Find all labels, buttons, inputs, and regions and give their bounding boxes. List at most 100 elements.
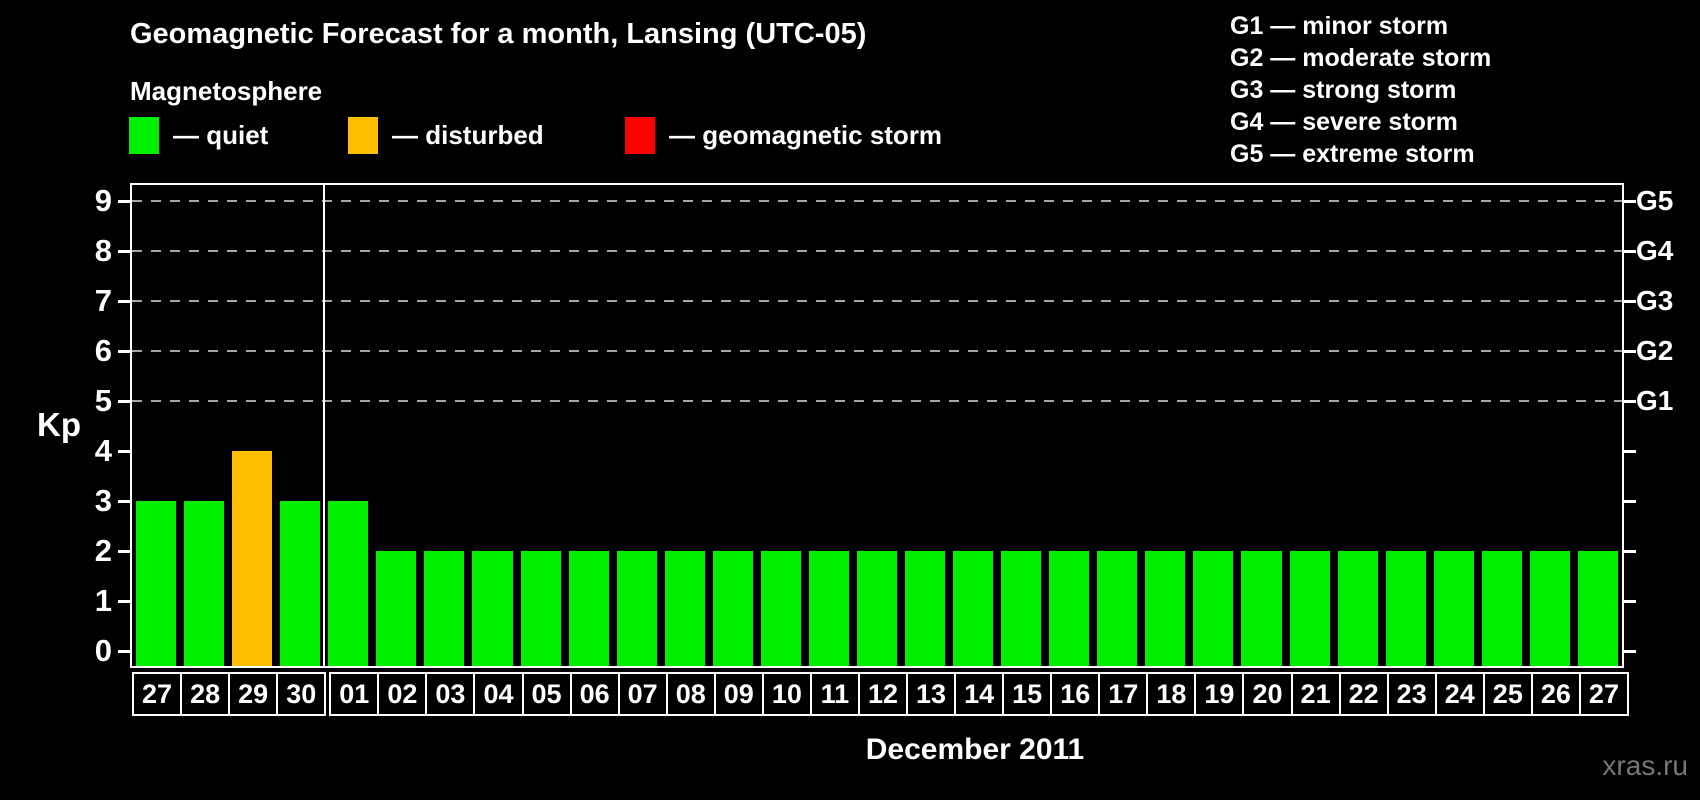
x-axis-title: December 2011 — [865, 733, 1085, 766]
y-axis-tick — [118, 349, 130, 353]
y-tick-label: 0 — [94, 633, 112, 668]
kp-bar — [520, 551, 561, 666]
g2-legend-line: G2 — moderate storm — [1230, 44, 1492, 72]
kp-bar — [1385, 551, 1426, 666]
day-label: 24 — [1434, 672, 1485, 716]
y-axis-tick — [118, 399, 130, 403]
right-axis-tick — [1624, 249, 1636, 253]
y-tick-label: 8 — [94, 233, 112, 268]
right-axis-tick — [1624, 199, 1636, 203]
day-label: 25 — [1482, 672, 1533, 716]
kp-bar — [1097, 551, 1138, 666]
day-label: 27 — [1578, 672, 1629, 716]
g3-legend-line: G3 — strong storm — [1230, 76, 1457, 104]
kp-bar — [1529, 551, 1570, 666]
geomagnetic-storm-color-swatch — [625, 117, 655, 154]
day-label: 29 — [228, 672, 279, 716]
kp-bar — [1193, 551, 1234, 666]
day-label: 18 — [1146, 672, 1197, 716]
day-label: 07 — [617, 672, 668, 716]
kp-bar — [856, 551, 898, 666]
right-axis-tick — [1624, 349, 1636, 353]
kp-bar — [328, 501, 369, 666]
legend-label-geomagnetic-storm: — geomagnetic storm — [669, 120, 943, 150]
disturbed-color-swatch — [348, 117, 378, 154]
y-tick-label: 5 — [94, 383, 112, 418]
g-level-label: G2 — [1636, 335, 1674, 366]
kp-bar — [136, 501, 177, 666]
day-label: 21 — [1290, 672, 1341, 716]
kp-bar — [1049, 551, 1090, 666]
day-label: 08 — [665, 672, 716, 716]
day-label: 26 — [1530, 672, 1581, 716]
right-axis-tick — [1624, 299, 1636, 303]
kp-bar — [1577, 551, 1618, 666]
watermark: xras.ru — [1602, 750, 1688, 781]
day-label: 10 — [761, 672, 812, 716]
kp-bar — [1145, 551, 1186, 666]
y-axis-tick — [118, 199, 130, 203]
day-label: 28 — [180, 672, 231, 716]
day-label: 27 — [132, 672, 183, 716]
kp-bar — [712, 551, 753, 666]
y-tick-label: 9 — [94, 183, 112, 218]
gridline — [132, 400, 1622, 402]
g1-legend-line: G1 — minor storm — [1230, 12, 1449, 40]
gridline — [132, 200, 1622, 202]
y-axis-tick — [118, 299, 130, 303]
g4-legend-line: G4 — severe storm — [1230, 108, 1458, 136]
y-axis-tick — [118, 549, 130, 553]
kp-bar — [280, 501, 321, 666]
right-axis-tick — [1624, 549, 1636, 553]
kp-bar — [953, 551, 994, 666]
day-label: 05 — [521, 672, 572, 716]
day-label: 12 — [857, 672, 909, 716]
g-level-label: G3 — [1636, 285, 1674, 316]
g-level-label: G1 — [1636, 385, 1674, 416]
day-label: 02 — [377, 672, 428, 716]
y-tick-label: 3 — [94, 483, 112, 518]
y-tick-label: 4 — [94, 433, 112, 468]
y-tick-label: 1 — [94, 583, 112, 618]
x-axis-day-labels: 27 28 29 30 01 02 03 04 05 06 07 08 09 10 11 12 13 14 15 16… — [132, 672, 1652, 716]
day-label: 09 — [713, 672, 764, 716]
legend-label-disturbed: — disturbed — [392, 120, 544, 150]
g-level-label: G5 — [1636, 185, 1674, 216]
magnetosphere-legend: — quiet — disturbed — geomagnetic storm — [0, 117, 1700, 157]
kp-bar — [905, 551, 946, 666]
y-tick-label: 7 — [94, 283, 112, 318]
y-axis-tick — [118, 649, 130, 653]
g-scale-legend: G1 — minor storm G2 — moderate storm G3 … — [1230, 10, 1491, 170]
day-label: 14 — [954, 672, 1005, 716]
gridline — [132, 250, 1622, 252]
day-label: 22 — [1338, 672, 1389, 716]
right-axis-tick — [1624, 449, 1636, 453]
kp-bar — [1241, 551, 1282, 666]
y-axis-tick — [118, 449, 130, 453]
kp-bar — [664, 551, 705, 666]
kp-bar — [808, 551, 849, 666]
legend-label-quiet: — quiet — [173, 120, 269, 150]
kp-bar — [1433, 551, 1474, 666]
quiet-color-swatch — [129, 117, 159, 154]
kp-bar — [568, 551, 609, 666]
magnetosphere-label: Magnetosphere — [130, 76, 323, 106]
legend-item-disturbed: — disturbed — [348, 117, 544, 154]
g5-legend-line: G5 — extreme storm — [1230, 140, 1475, 168]
legend-item-quiet: — quiet — [129, 117, 268, 154]
day-label: 15 — [1002, 672, 1053, 716]
day-label: 13 — [906, 672, 957, 716]
day-label: 01 — [329, 672, 380, 716]
kp-bar — [1001, 551, 1042, 666]
day-label: 30 — [276, 672, 327, 716]
right-axis-tick — [1624, 649, 1636, 653]
y-tick-label: 6 — [94, 333, 112, 368]
y-axis-tick — [118, 249, 130, 253]
day-label: 16 — [1050, 672, 1101, 716]
kp-bar — [232, 451, 273, 666]
day-label: 06 — [569, 672, 620, 716]
day-label: 11 — [809, 672, 860, 716]
kp-bar — [376, 551, 417, 666]
right-axis-tick — [1624, 599, 1636, 603]
